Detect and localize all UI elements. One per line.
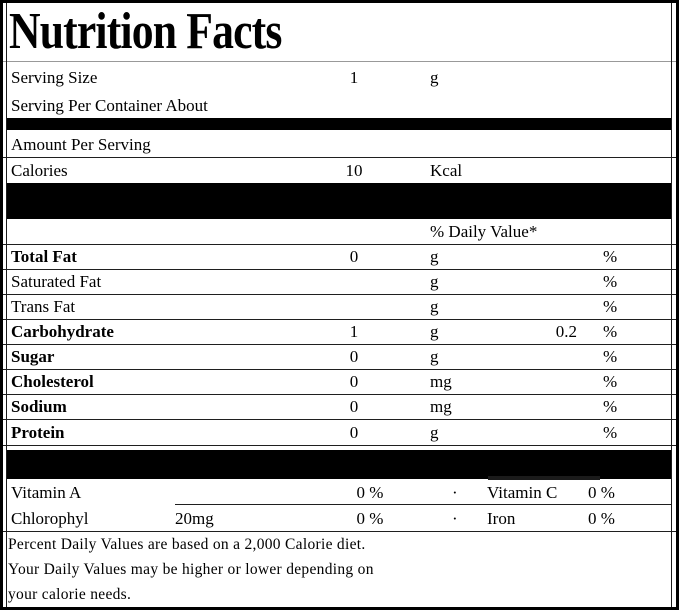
nutrient-unit: mg bbox=[430, 372, 452, 391]
nutrient-name: Protein bbox=[11, 423, 65, 442]
amount-per-serving-row: Amount Per Serving bbox=[3, 130, 676, 158]
inner-right-border bbox=[671, 3, 672, 607]
nutrient-value: 1 bbox=[349, 322, 359, 341]
vitamin-name: Vitamin A bbox=[11, 483, 82, 502]
footnote-line-3: your calorie needs. bbox=[3, 582, 676, 607]
footnote-text: your calorie needs. bbox=[8, 585, 132, 603]
vitamin-percent-2: 0 % bbox=[588, 509, 615, 528]
bullet-separator: · bbox=[452, 509, 458, 528]
nutrient-unit: mg bbox=[430, 397, 452, 416]
nutrient-value: 0 bbox=[349, 397, 359, 416]
calories-unit: Kcal bbox=[430, 161, 463, 180]
nutrient-row-sodium: Sodium 0 mg % bbox=[3, 395, 676, 420]
nutrient-value: 0 bbox=[349, 372, 359, 391]
footnote-line-1: Percent Daily Values are based on a 2,00… bbox=[3, 532, 676, 557]
dark-strip-artifact bbox=[488, 476, 600, 480]
nutrient-percent-sign: % bbox=[603, 297, 618, 316]
nutrient-name: Saturated Fat bbox=[11, 272, 102, 291]
separator-bar-thick bbox=[6, 183, 671, 219]
nutrient-percent-sign: % bbox=[603, 372, 618, 391]
nutrient-percent-sign: % bbox=[603, 272, 618, 291]
nutrient-unit: g bbox=[430, 272, 439, 291]
serving-size-value: 1 bbox=[349, 68, 359, 87]
partial-divider bbox=[175, 504, 672, 505]
vitamin-percent-2: 0 % bbox=[588, 483, 615, 502]
nutrient-row-carbohydrate: Carbohydrate 1 g 0.2 % bbox=[3, 320, 676, 345]
nutrient-name: Sugar bbox=[11, 347, 55, 366]
nutrient-value: 0 bbox=[349, 423, 359, 442]
nutrient-row-cholesterol: Cholesterol 0 mg % bbox=[3, 370, 676, 395]
nutrient-unit: g bbox=[430, 423, 439, 442]
vitamin-name-2: Vitamin C bbox=[487, 483, 558, 502]
serving-size-row: Serving Size 1 g bbox=[3, 62, 676, 90]
nutrient-row-total-fat: Total Fat 0 g % bbox=[3, 245, 676, 270]
nutrient-value: 0 bbox=[349, 347, 359, 366]
nutrient-percent-sign: % bbox=[603, 423, 618, 442]
calories-row: Calories 10 Kcal bbox=[3, 158, 676, 183]
footnote-text: Your Daily Values may be higher or lower… bbox=[8, 560, 374, 578]
calories-value: 10 bbox=[345, 161, 363, 180]
footnote-text: Percent Daily Values are based on a 2,00… bbox=[8, 535, 366, 553]
vitamin-amount: 20mg bbox=[175, 509, 214, 528]
nutrient-percent-sign: % bbox=[603, 322, 618, 341]
nutrient-percent-sign: % bbox=[603, 347, 618, 366]
nutrient-unit: g bbox=[430, 322, 439, 341]
nutrient-dv-value: 0.2 bbox=[555, 322, 577, 341]
nutrient-unit: g bbox=[430, 297, 439, 316]
vitamin-percent: 0 % bbox=[356, 483, 384, 502]
serving-per-container-label: Serving Per Container About bbox=[11, 96, 208, 115]
nutrient-percent-sign: % bbox=[603, 247, 618, 266]
nutrient-unit: g bbox=[430, 347, 439, 366]
amount-per-serving-label: Amount Per Serving bbox=[11, 135, 151, 154]
daily-value-header-row: % Daily Value* bbox=[3, 219, 676, 245]
vitamin-name-2: Iron bbox=[487, 509, 516, 528]
bullet-separator: · bbox=[452, 483, 458, 502]
nutrient-row-sugar: Sugar 0 g % bbox=[3, 345, 676, 370]
footnote-line-2: Your Daily Values may be higher or lower… bbox=[3, 557, 676, 582]
page-title: Nutrition Facts bbox=[9, 3, 282, 60]
nutrient-name: Sodium bbox=[11, 397, 67, 416]
nutrient-name: Trans Fat bbox=[11, 297, 76, 316]
nutrient-row-saturated-fat: Saturated Fat g % bbox=[3, 270, 676, 295]
nutrient-percent-sign: % bbox=[603, 397, 618, 416]
daily-value-header: % Daily Value* bbox=[430, 222, 538, 241]
separator-bar-thin bbox=[6, 118, 671, 130]
calories-label: Calories bbox=[11, 161, 68, 180]
nutrient-name: Carbohydrate bbox=[11, 322, 114, 341]
nutrient-name: Total Fat bbox=[11, 247, 77, 266]
nutrient-row-protein: Protein 0 g % bbox=[3, 420, 676, 446]
title-row: Nutrition Facts bbox=[3, 3, 676, 62]
serving-size-unit: g bbox=[430, 68, 439, 87]
vitamin-percent: 0 % bbox=[356, 509, 384, 528]
inner-left-border bbox=[6, 3, 7, 607]
vitamin-row-chlorophyl-iron: Chlorophyl 20mg 0 % · Iron 0 % bbox=[3, 505, 676, 532]
nutrient-value: 0 bbox=[349, 247, 359, 266]
vitamin-row-a-c: Vitamin A 0 % · Vitamin C 0 % bbox=[3, 479, 676, 505]
serving-per-container-row: Serving Per Container About bbox=[3, 90, 676, 118]
vitamin-name: Chlorophyl bbox=[11, 509, 89, 528]
separator-bar-bottom bbox=[6, 450, 671, 479]
nutrient-name: Cholesterol bbox=[11, 372, 94, 391]
nutrient-unit: g bbox=[430, 247, 439, 266]
nutrient-row-trans-fat: Trans Fat g % bbox=[3, 295, 676, 320]
serving-size-label: Serving Size bbox=[11, 68, 98, 87]
